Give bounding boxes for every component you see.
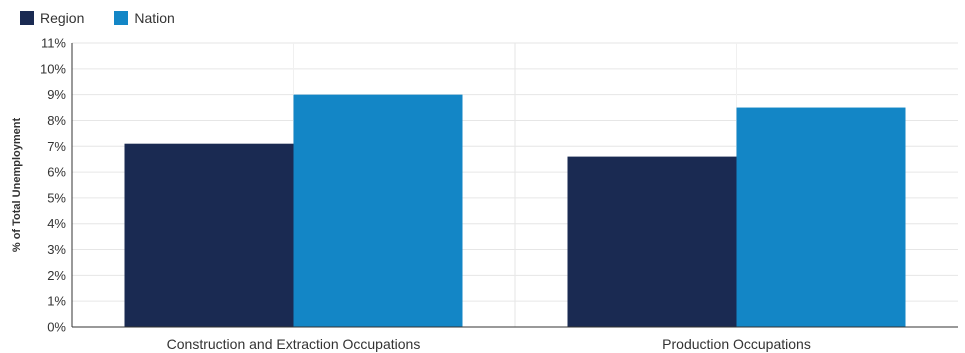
y-axis-title: % of Total Unemployment (11, 118, 23, 253)
bar-nation-1[interactable] (736, 107, 906, 327)
bar-region-0[interactable] (124, 143, 294, 327)
x-category-label: Production Occupations (662, 336, 811, 352)
axes: 0% 1% 2% 3% 4% 5% 6% 7% 8% 9% 10% 11% Construction a… (40, 36, 958, 352)
legend-swatch-nation (114, 11, 129, 25)
bar-region-1[interactable] (567, 156, 737, 327)
legend-swatch-region (20, 11, 34, 25)
legend-label-region: Region (40, 10, 85, 26)
y-tick-label: 10% (40, 61, 66, 76)
y-tick-label: 11% (41, 36, 66, 51)
y-tick-label: 6% (47, 165, 66, 180)
y-tick-label: 5% (47, 190, 66, 205)
bar-nation-0[interactable] (293, 94, 463, 328)
y-tick-label: 4% (47, 216, 66, 231)
legend-label-nation: Nation (134, 10, 175, 26)
y-tick-label: 2% (47, 268, 66, 283)
x-category-label: Construction and Extraction Occupations (167, 336, 421, 352)
legend-item-region[interactable]: Region (20, 10, 84, 26)
y-tick-label: 1% (47, 294, 66, 309)
bars (124, 94, 906, 328)
y-tick-label: 0% (47, 320, 66, 335)
y-tick-label: 3% (47, 242, 66, 257)
legend: Region Nation (20, 8, 175, 28)
y-tick-label: 8% (47, 113, 66, 128)
y-tick-label: 9% (47, 87, 66, 102)
y-tick-label: 7% (47, 139, 66, 154)
legend-item-nation[interactable]: Nation (114, 10, 175, 26)
